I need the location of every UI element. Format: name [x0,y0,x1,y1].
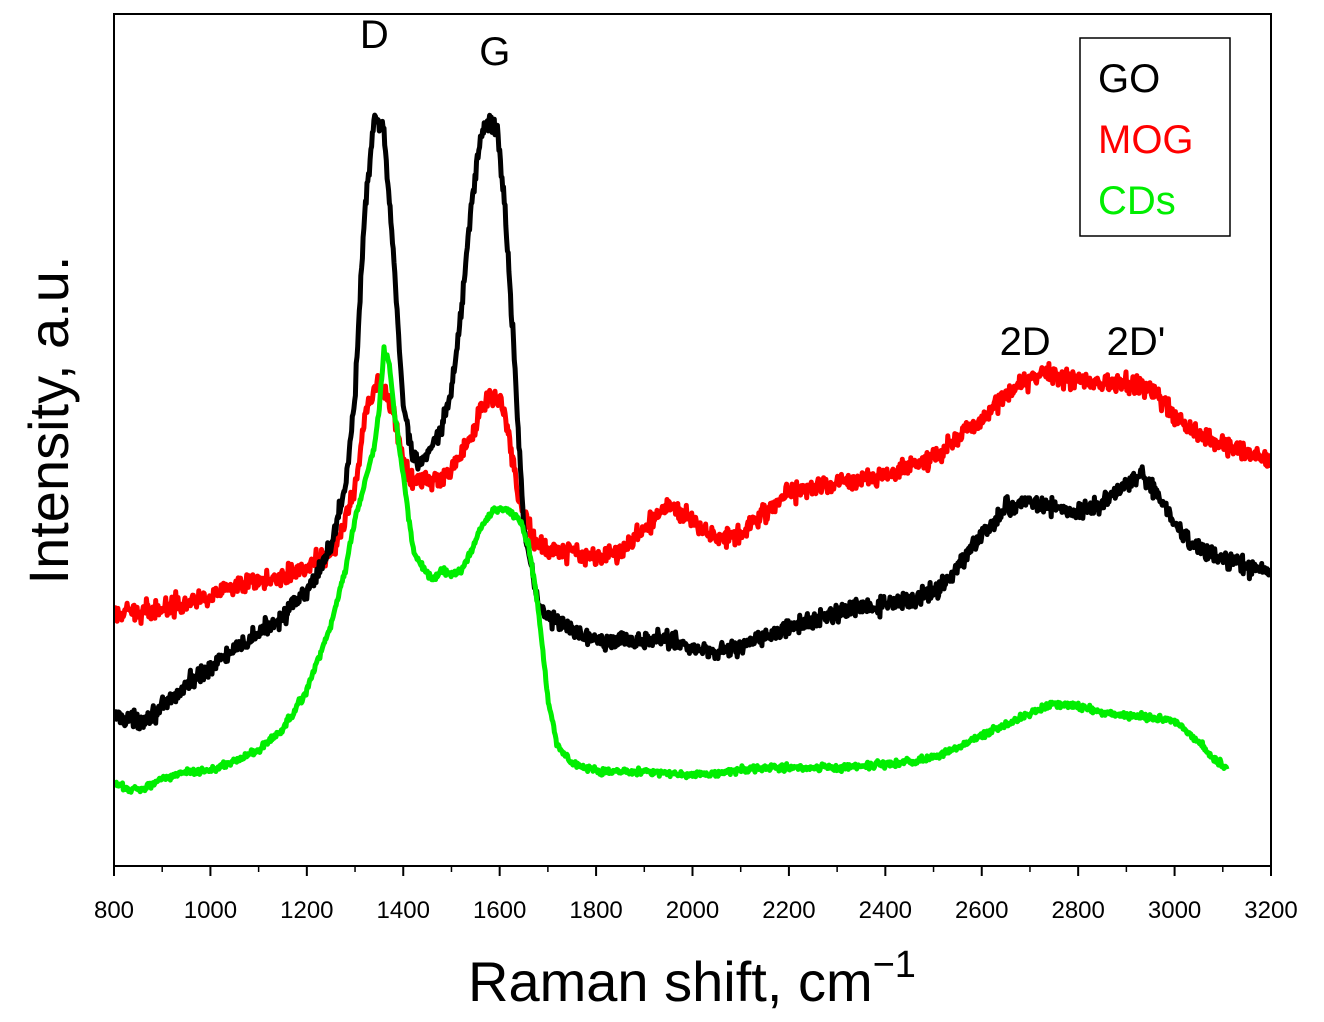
x-axis-superscript: −1 [873,944,916,986]
legend-entry-mog: MOG [1098,118,1194,162]
x-axis-label: Raman shift, cm [468,950,873,1013]
peak-label: 2D' [1107,320,1166,364]
legend-entry-cds: CDs [1098,179,1176,223]
x-tick-label: 3200 [1244,897,1297,924]
x-tick-label: 1600 [473,897,526,924]
x-tick-label: 3000 [1148,897,1201,924]
x-tick-label: 2200 [762,897,815,924]
x-tick-label: 800 [94,897,134,924]
x-tick-label: 2400 [859,897,912,924]
legend: GO MOG CDs [1079,37,1231,237]
legend-entry-go: GO [1098,57,1160,101]
x-axis-title: Raman shift, cm−1 [468,944,916,1013]
peak-label: G [479,30,510,74]
peak-label: 2D [1000,320,1051,364]
x-tick-label: 1000 [184,897,237,924]
x-tick-label: 2800 [1051,897,1104,924]
x-tick-label: 1800 [569,897,622,924]
x-tick-label: 2600 [955,897,1008,924]
x-tick-label: 1400 [377,897,430,924]
peak-labels: D G 2D 2D' [360,13,1166,364]
legend-box [1079,37,1231,237]
series-line-go [114,112,1271,732]
x-axis-ticks: 800 1000 1200 1400 1600 1800 2000 2200 2400 2600 2… [94,866,1298,924]
series-layer [114,112,1271,795]
y-axis-title: Intensity, a.u. [17,256,80,585]
peak-label: D [360,13,389,57]
series-line-mog [114,361,1271,626]
series-line-cds [114,344,1230,795]
x-tick-label: 1200 [280,897,333,924]
x-tick-label: 2000 [666,897,719,924]
